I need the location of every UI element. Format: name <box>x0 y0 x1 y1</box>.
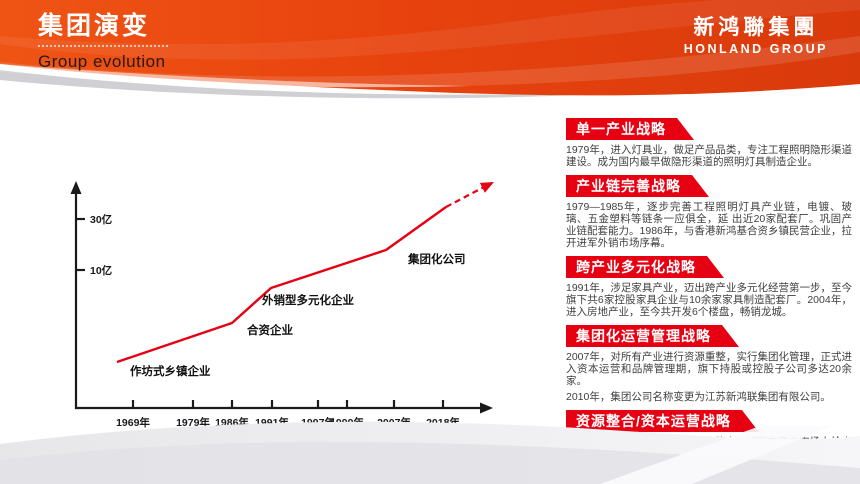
x-axis-arrow <box>480 402 493 414</box>
footer <box>0 414 860 484</box>
strategy-section-industry-chain: 产业链完善战略 1979—1985年，逐步完善工程照明灯具产业链，电镀、玻璃、五… <box>566 175 852 249</box>
header: 集团演变 Group evolution 新鸿聯集團 HONLAND GROUP <box>0 0 860 112</box>
stage-label: 合资企业 <box>247 323 293 337</box>
strategy-heading: 单一产业战略 <box>566 118 694 140</box>
growth-line-forecast <box>445 186 485 208</box>
page-title: 集团演变 <box>38 12 151 40</box>
strategy-heading: 集团化运营管理战略 <box>566 325 739 347</box>
header-highlight-swoosh-2 <box>0 36 860 87</box>
title-block: 集团演变 Group evolution <box>38 12 168 72</box>
y-tick-label: 10亿 <box>90 264 113 277</box>
stage-label: 集团化公司 <box>407 252 466 266</box>
strategy-heading: 跨产业多元化战略 <box>566 256 724 278</box>
y-axis-arrow <box>70 181 82 194</box>
strategy-body: 1991年，涉足家具产业，迈出跨产业多元化经营第一步，至今旗下共6家控股家具企业… <box>566 282 852 318</box>
strategy-section-single-industry: 单一产业战略 1979年，进入灯具业，做足产品品类，专注工程照明隐形渠道建设。成… <box>566 118 852 168</box>
company-logo: 新鸿聯集團 HONLAND GROUP <box>684 15 828 56</box>
header-background <box>0 0 860 99</box>
header-orange-band <box>0 0 860 96</box>
logo-english-text: HONLAND GROUP <box>683 42 828 57</box>
y-tick-label: 30亿 <box>90 213 113 226</box>
stage-label: 作坊式乡镇企业 <box>130 364 211 378</box>
strategy-heading: 产业链完善战略 <box>566 175 709 197</box>
strategy-body: 2007年，对所有产业进行资源重整，实行集团化管理，正式进入资本运营和品牌管理期… <box>566 351 852 387</box>
header-highlight-swoosh <box>0 0 860 60</box>
header-shadow-swoosh <box>0 70 680 99</box>
strategy-body: 1979—1985年，逐步完善工程照明灯具产业链，电镀、玻璃、五金塑料等链条一应… <box>566 201 852 249</box>
footer-white-slash <box>600 426 832 484</box>
growth-arrow <box>479 182 494 193</box>
header-white-wave <box>0 64 470 88</box>
growth-line <box>116 206 447 364</box>
logo-chinese-text: 新鸿聯集團 <box>693 16 819 39</box>
footer-swoosh <box>0 421 860 484</box>
strategy-section-group-management: 集团化运营管理战略 2007年，对所有产业进行资源重整，实行集团化管理，正式进入… <box>566 325 852 403</box>
title-underline <box>38 44 168 47</box>
strategy-section-diversification: 跨产业多元化战略 1991年，涉足家具产业，迈出跨产业多元化经营第一步，至今旗下… <box>566 256 852 318</box>
strategy-body: 2010年，集团公司名称变更为江苏新鸿联集团有限公司。 <box>566 391 831 403</box>
strategy-heading: 资源整合/资本运营战略 <box>566 410 759 432</box>
stage-label: 外销型多元化企业 <box>261 293 354 307</box>
strategy-body: 1979年，进入灯具业，做足产品品类，专注工程照明隐形渠道建设。成为国内最早做隐… <box>566 144 852 168</box>
page-subtitle: Group evolution <box>38 51 166 71</box>
